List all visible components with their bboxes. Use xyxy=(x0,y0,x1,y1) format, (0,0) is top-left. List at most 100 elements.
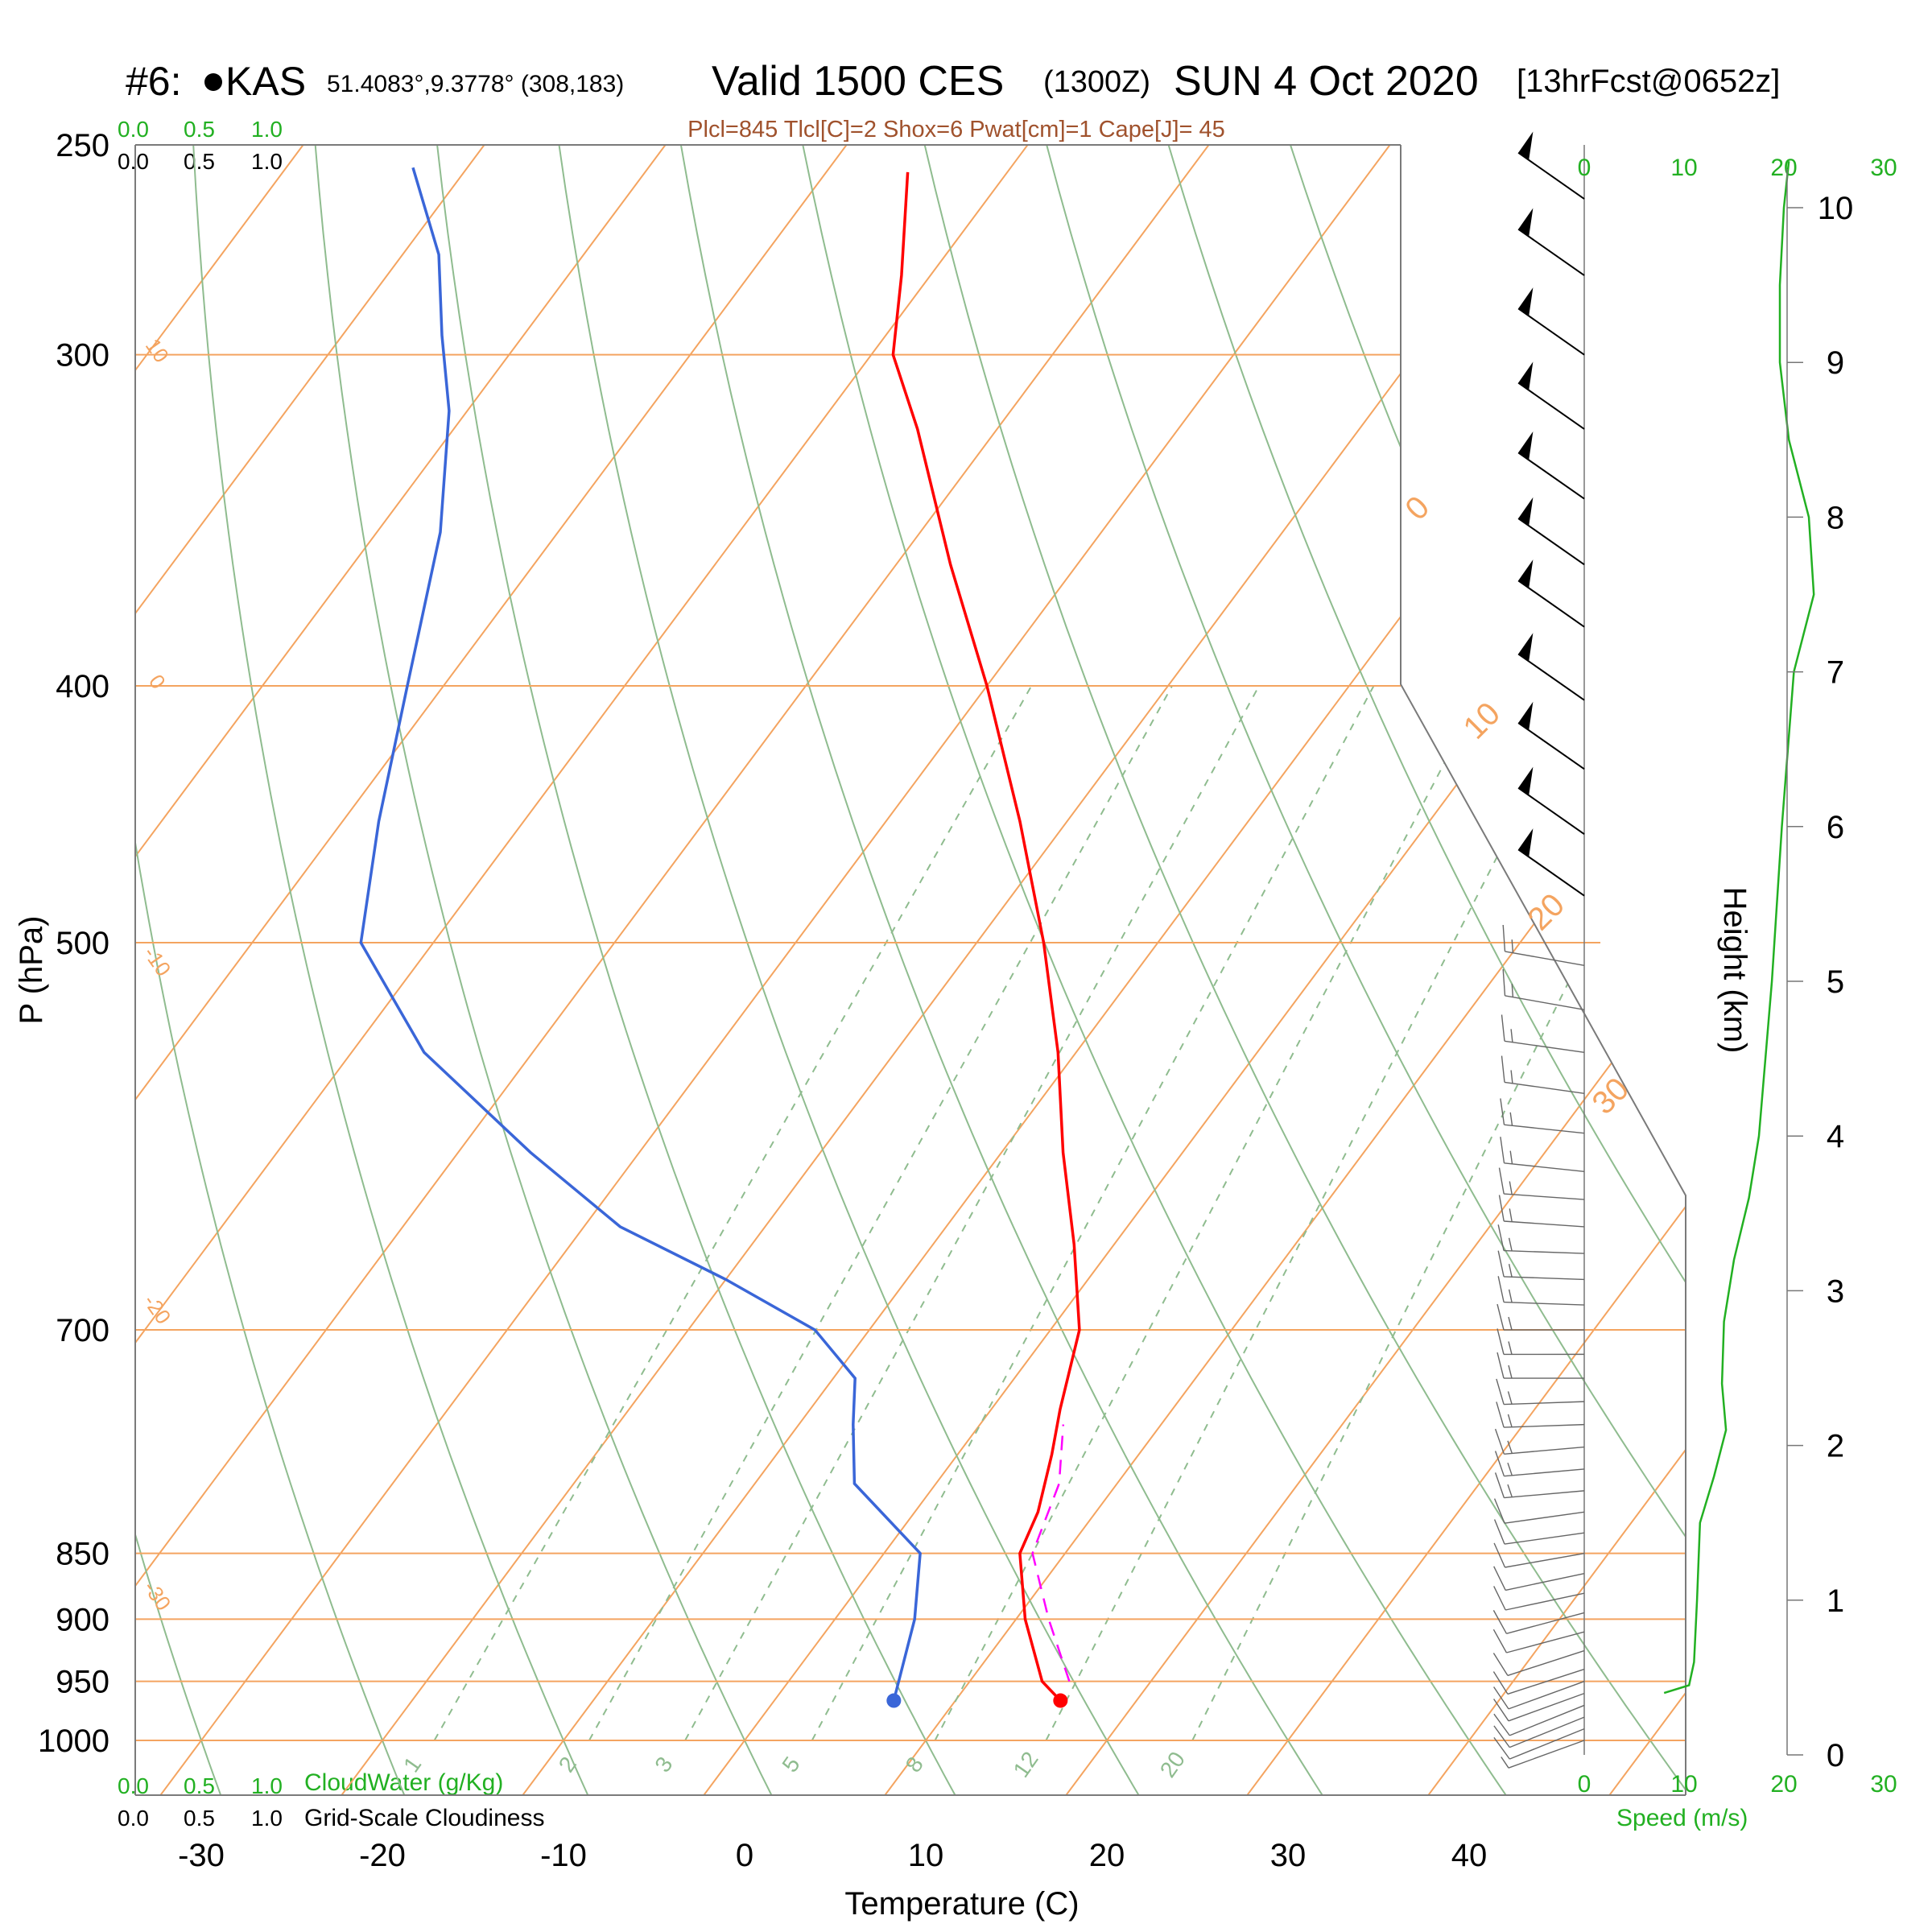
barb-staff xyxy=(1504,1081,1585,1095)
barb-staff xyxy=(1517,786,1585,835)
wind-barb xyxy=(1517,701,1585,770)
wind-barb xyxy=(1496,1303,1585,1331)
valid-date: SUN 4 Oct 2020 xyxy=(1174,58,1479,105)
barb-feather xyxy=(1492,1629,1508,1653)
wind-barb xyxy=(1517,287,1585,356)
barb-flag xyxy=(1518,633,1534,662)
barb-flag xyxy=(1518,559,1534,588)
wind-barb xyxy=(1517,361,1585,430)
dewpoint-profile xyxy=(359,167,922,1701)
wind-barb xyxy=(1493,1704,1585,1736)
pressure-tick-label: 1000 xyxy=(38,1724,109,1759)
wind-barb xyxy=(1501,1740,1585,1769)
isotherm-line xyxy=(135,145,1100,1795)
temperature-tick-label: 30 xyxy=(1270,1838,1307,1873)
barb-feather xyxy=(1493,1736,1510,1760)
barb-feather xyxy=(1500,1098,1505,1125)
pressure-tick-label: 700 xyxy=(56,1313,109,1348)
isotherm-line xyxy=(1583,145,1686,1795)
y-axis-title: P (hPa) xyxy=(14,916,49,1025)
isotherm-line xyxy=(135,145,1282,1795)
barb-half-feather xyxy=(1509,1112,1513,1126)
barb-staff xyxy=(1504,1511,1585,1524)
barb-feather xyxy=(1493,1586,1506,1611)
barb-feather xyxy=(1496,1378,1505,1405)
barb-staff xyxy=(1505,951,1585,967)
barb-feather xyxy=(1493,1519,1505,1545)
wind-barb xyxy=(1517,497,1585,566)
barb-half-feather xyxy=(1509,1208,1513,1222)
cloudwater-tick-top: 0.0 xyxy=(118,117,149,142)
wind-barb xyxy=(1496,1378,1585,1406)
barb-feather xyxy=(1498,1195,1505,1222)
isotherm-line xyxy=(135,145,557,1795)
indices-line: Plcl=845 Tlcl[C]=2 Shox=6 Pwat[cm]=1 Cap… xyxy=(687,117,1225,142)
isotherm-line xyxy=(135,145,1463,1795)
barb-feather xyxy=(1494,1451,1505,1476)
temperature-tick-label: -20 xyxy=(359,1838,406,1873)
mixing-ratio-line xyxy=(433,685,1033,1741)
barb-feather xyxy=(1502,924,1506,952)
isotherm-line xyxy=(1221,145,1686,1795)
diagram-grid xyxy=(135,145,1686,1795)
isotherm-label: -10 xyxy=(138,942,175,980)
station-dot-icon xyxy=(204,73,222,91)
dry-adiabat-line xyxy=(135,145,419,1795)
barb-staff xyxy=(1507,1668,1585,1695)
barb-half-feather xyxy=(1508,1316,1513,1331)
height-tick-label: 1 xyxy=(1827,1583,1844,1619)
barb-staff xyxy=(1506,1631,1585,1653)
barb-staff xyxy=(1507,1649,1585,1677)
height-tick-label: 0 xyxy=(1827,1738,1844,1773)
isotherm-line xyxy=(1402,145,1686,1795)
temperature-surface-marker xyxy=(1053,1693,1068,1708)
barb-half-feather xyxy=(1511,984,1514,997)
mixing-ratio-line xyxy=(811,685,1375,1741)
height-tick-label: 8 xyxy=(1827,500,1844,535)
cloudwater-tick-bottom: 0.0 xyxy=(118,1773,149,1798)
barb-feather xyxy=(1493,1699,1509,1722)
temperature-profile xyxy=(891,171,1081,1702)
wind-barb xyxy=(1493,1716,1585,1748)
wind-barb xyxy=(1517,431,1585,500)
parcel-profile xyxy=(1031,1424,1071,1682)
speed-tick-label-bottom: 30 xyxy=(1870,1771,1897,1798)
barb-staff xyxy=(1505,1572,1585,1591)
forecast-info: [13hrFcst@0652z] xyxy=(1517,64,1780,99)
barb-staff xyxy=(1504,1124,1585,1134)
wind-barb xyxy=(1497,1276,1585,1306)
barb-flag xyxy=(1518,828,1534,857)
isotherm-line xyxy=(135,145,919,1795)
isotherm-label: 0 xyxy=(144,670,171,693)
barb-feather xyxy=(1493,1498,1505,1524)
barb-feather xyxy=(1497,1276,1505,1302)
isotherm-line xyxy=(859,145,1686,1795)
pressure-tick-label: 900 xyxy=(56,1602,109,1637)
speed-tick-label-top: 10 xyxy=(1670,155,1697,181)
barb-flag xyxy=(1518,361,1534,390)
barb-staff xyxy=(1504,1220,1585,1228)
isotherm-line xyxy=(135,145,376,1795)
temperature-tick-label: 0 xyxy=(736,1838,753,1873)
isotherm-label: 0 xyxy=(1398,489,1436,527)
mixing-ratio-label: 5 xyxy=(777,1752,804,1777)
valid-time: Valid 1500 CES xyxy=(712,58,1004,105)
isotherm-label: -30 xyxy=(138,1576,175,1615)
dry-adiabat-line xyxy=(1022,145,1686,1795)
cloudwater-tick-top: 1.0 xyxy=(251,117,283,142)
cloudwater-label: CloudWater (g/Kg) xyxy=(304,1769,503,1796)
barb-staff xyxy=(1504,1490,1585,1499)
speed-tick-label-top: 0 xyxy=(1578,155,1591,181)
barb-staff xyxy=(1517,518,1585,566)
wind-barb xyxy=(1502,968,1585,1010)
barb-staff xyxy=(1504,1193,1585,1200)
barb-half-feather xyxy=(1501,1757,1509,1769)
barb-staff xyxy=(1508,1681,1585,1710)
barb-half-feather xyxy=(1511,939,1514,953)
wind-barb xyxy=(1493,1519,1585,1545)
wind-barbs xyxy=(1492,131,1585,1769)
height-tick-label: 3 xyxy=(1827,1274,1844,1309)
barb-feather xyxy=(1493,1566,1506,1591)
